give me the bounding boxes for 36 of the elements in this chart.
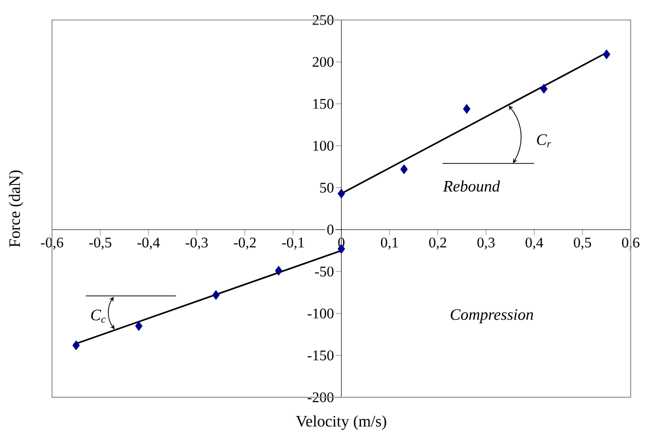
x-tick-label: 0,2 <box>429 238 446 250</box>
x-tick-label: 0,5 <box>574 238 592 250</box>
y-tick-label: 100 <box>313 140 334 151</box>
y-tick-label: -50 <box>315 266 334 276</box>
point <box>135 321 142 331</box>
x-tick-label: -0,3 <box>186 238 208 250</box>
y-tick-label: -150 <box>308 350 334 360</box>
x-tick-label: -0,1 <box>282 238 304 250</box>
x-tick-label: 0,3 <box>477 238 495 250</box>
annotation: C$_{r}$ <box>537 134 551 148</box>
point <box>338 188 346 198</box>
point <box>72 340 80 350</box>
point <box>400 164 408 174</box>
x-tick-label: 0,1 <box>380 238 398 250</box>
point <box>274 266 282 276</box>
y-tick-label: 150 <box>313 98 334 109</box>
x-tick-label: 0,6 <box>622 238 640 250</box>
point <box>602 50 610 60</box>
x-tick-label: -0,6 <box>40 238 64 250</box>
x-axis-title: Velocity (m/s) <box>296 415 386 430</box>
x-tick-label: 0,4 <box>526 238 544 250</box>
x-tick-label: -0,4 <box>137 238 160 250</box>
annotation: C$_{c}$ <box>91 310 106 323</box>
annotation: Compression <box>450 309 534 324</box>
point <box>463 104 470 114</box>
y-tick-label: 0 <box>327 224 334 235</box>
y-tick-label: -200 <box>308 392 334 402</box>
point <box>212 290 220 300</box>
point <box>540 84 548 94</box>
x-tick-label: -0,5 <box>89 238 112 250</box>
x-tick-label: -0,2 <box>234 238 256 250</box>
y-tick-label: 50 <box>320 182 334 193</box>
annotation: Rebound <box>443 180 500 192</box>
y-axis-title: Force (daN) <box>8 170 24 248</box>
y-tick-label: -100 <box>308 308 334 318</box>
y-tick-label: 200 <box>312 56 334 67</box>
